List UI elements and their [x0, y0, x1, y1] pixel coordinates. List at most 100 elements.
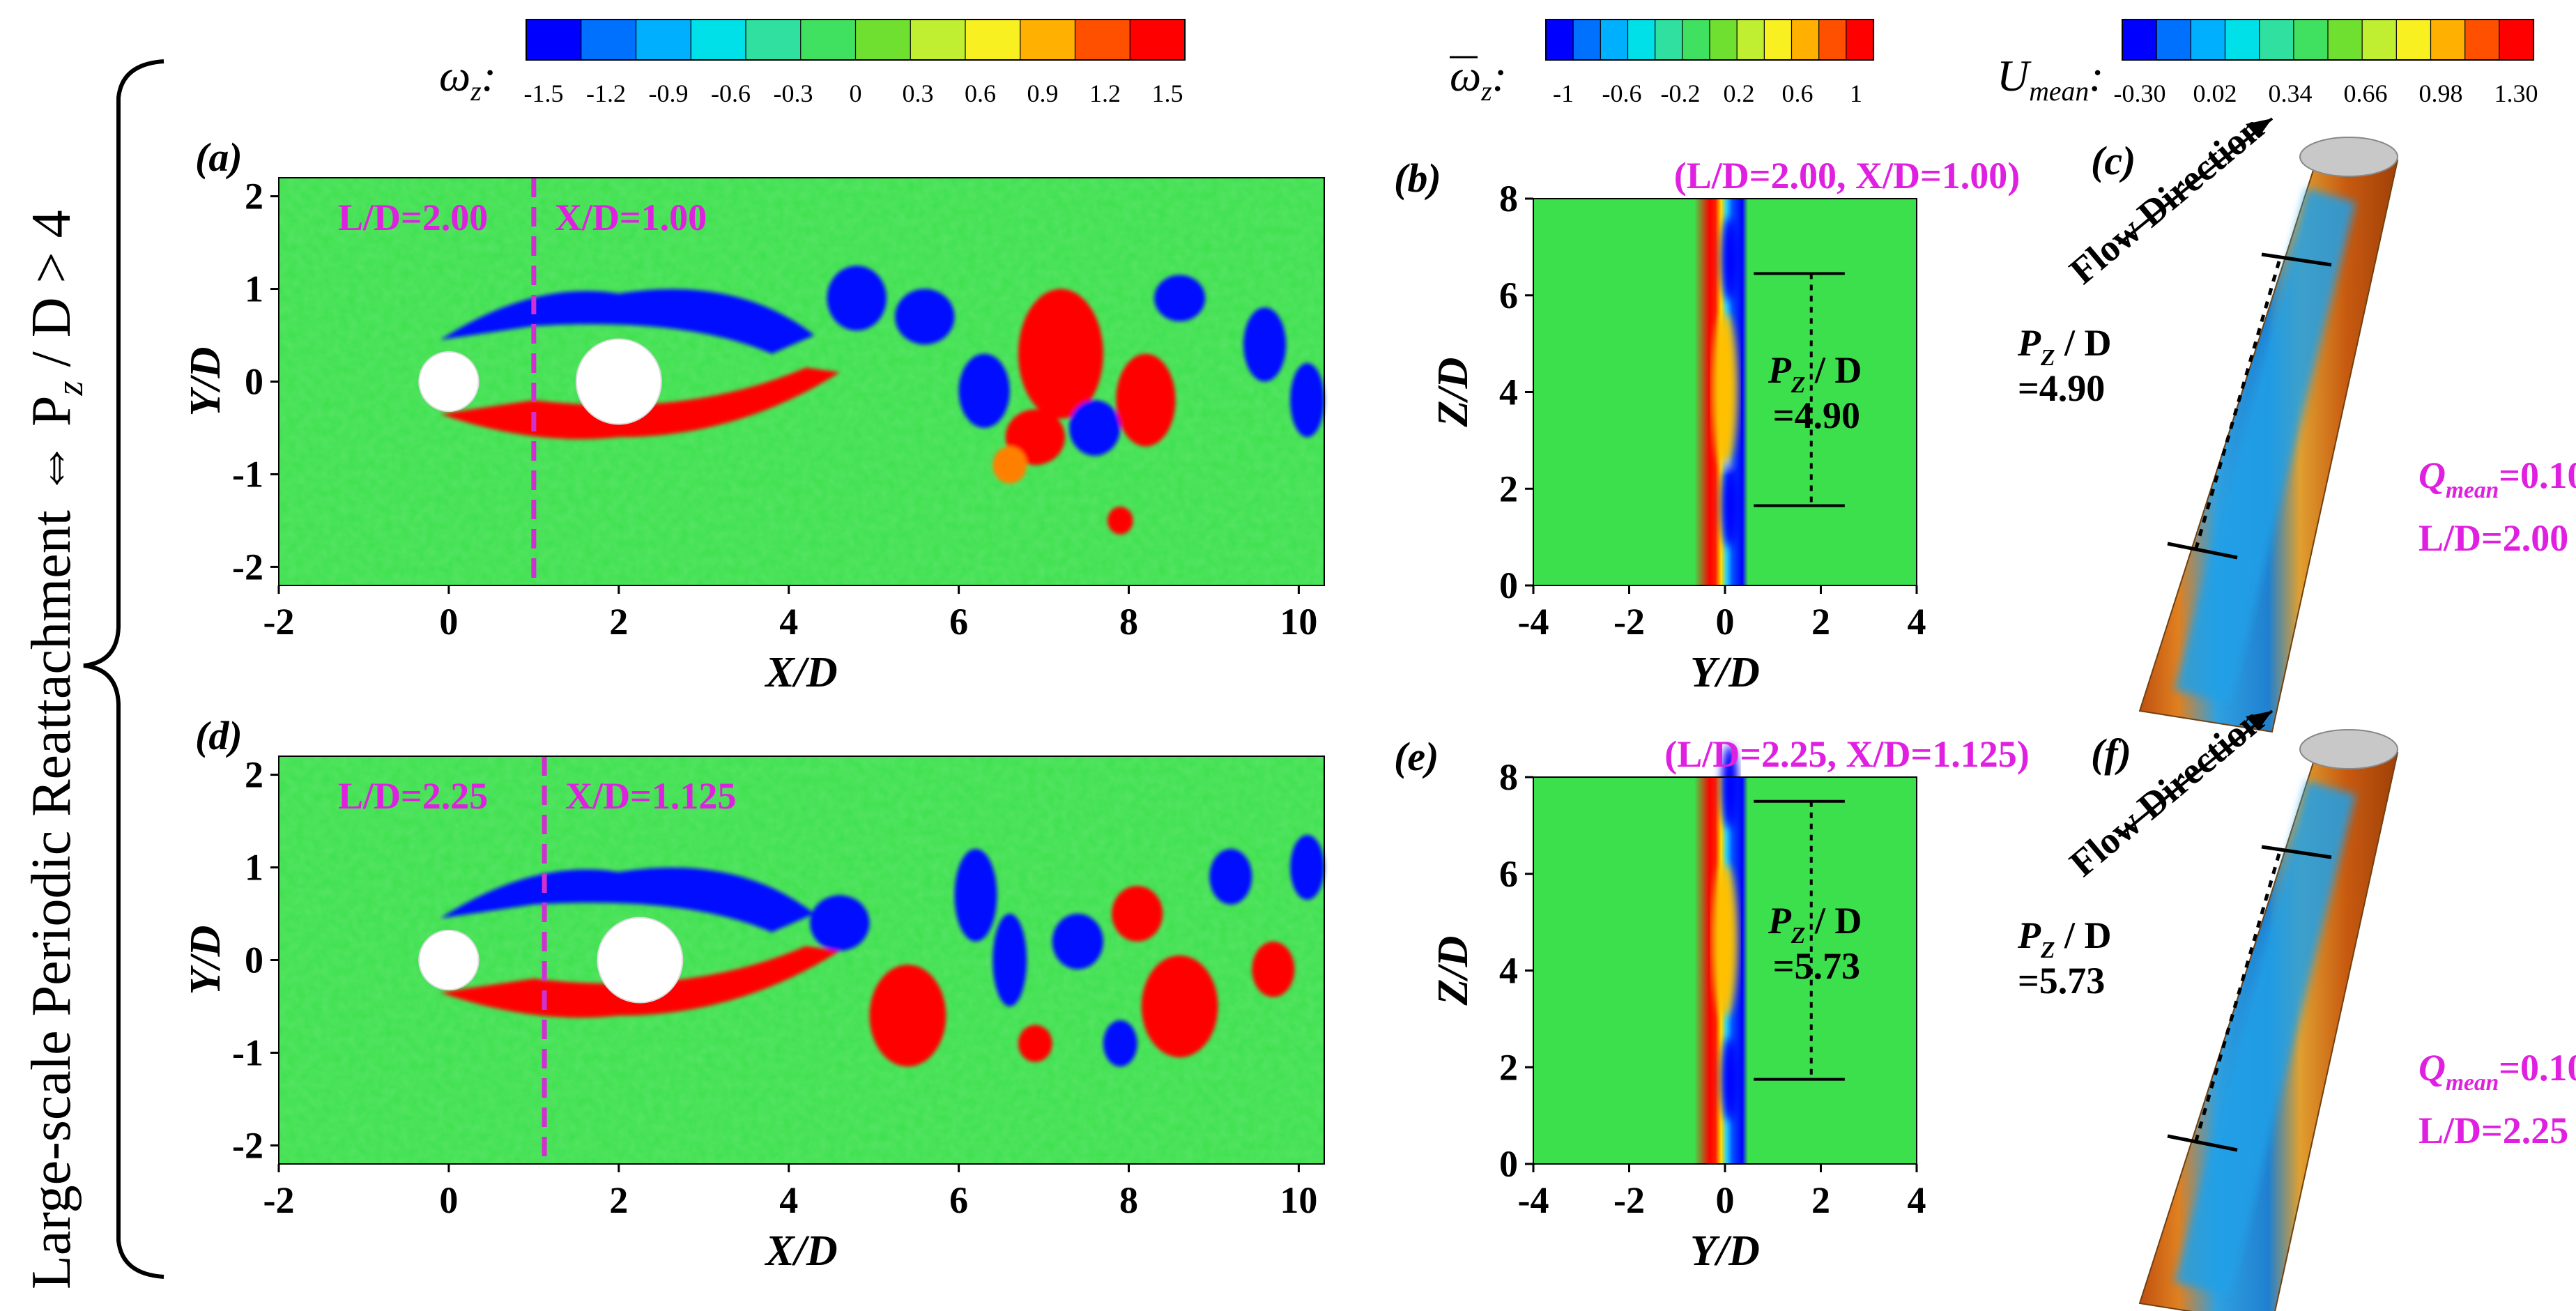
- colorbar-1: -1.5 -1.2 -0.9 -0.6 -0.3 0 0.3 0.6 0.9 1.2 1.5 ωz:: [439, 19, 1186, 107]
- span-bulges: [1712, 217, 1738, 548]
- colorbar-swatch: [910, 19, 967, 61]
- iso-details: [2175, 188, 2356, 704]
- colorbar-tick: 0.6: [965, 79, 996, 107]
- colorbar-swatch: [1600, 19, 1629, 61]
- colorbar-tick: 1.2: [1089, 79, 1121, 107]
- vortex-blob: [1018, 1025, 1052, 1062]
- wake-panel-2: -2 0 2 4 6 8 10 -2 -1 0 1 2 X/D Y/D (d) L/D=2.25 X/D=1.1…: [182, 713, 1325, 1275]
- side-bracket: [83, 59, 164, 1279]
- colorbar-swatch: [1682, 19, 1711, 61]
- colorbar-swatch: [2190, 19, 2226, 61]
- vortex-blob: [1141, 955, 1218, 1058]
- colorbar-swatch: [2259, 19, 2294, 61]
- x-tick-label: -2: [263, 1179, 295, 1221]
- colorbar-tick: -0.2: [1661, 79, 1701, 107]
- x-tick-label: 6: [949, 1179, 968, 1221]
- colorbar-tick: 0.6: [1782, 79, 1814, 107]
- vortex-structures: [440, 835, 1324, 1067]
- flow-direction-label: Flow Direction: [2062, 699, 2271, 884]
- span-panel-2: PZ / D=5.73 -4 -2 0 2 4 0 2 4 6 8 Y/D Z/D (e) (L/D=2.2…: [1394, 733, 2030, 1275]
- y-tick-label: -2: [232, 1124, 263, 1166]
- q-annotation: Qmean=0.10: [2418, 1047, 2576, 1096]
- span-bulge: [1721, 744, 1738, 829]
- xd-annotation: X/D=1.125: [565, 775, 736, 817]
- wake-panel-1: -2 0 2 4 6 8 10 -2 -1 0 1 2 X/D Y/D (a) L/D=2.00 X/D=1.0…: [182, 135, 1325, 696]
- y-axis-label: Y/D: [182, 347, 229, 417]
- y-tick-label: 8: [1499, 178, 1518, 220]
- colorbar-tick: -0.3: [774, 79, 813, 107]
- colorbar-swatch: [1818, 19, 1847, 61]
- colorbar-swatch: [2499, 19, 2535, 61]
- colorbar-swatch: [2293, 19, 2329, 61]
- colorbar-label: ωz:: [1450, 51, 1507, 107]
- vortex-blob: [869, 965, 946, 1067]
- colorbar-tick: 0.98: [2419, 79, 2463, 107]
- pz-label: PZ / D: [1768, 900, 1862, 949]
- x-tick-label: 4: [779, 601, 798, 643]
- vortex-blob: [992, 914, 1027, 1006]
- x-tick-label: 6: [949, 601, 968, 643]
- vortex-blob: [1116, 353, 1176, 447]
- span-bulges: [1712, 744, 1738, 1121]
- pz-dashed-line: [2193, 261, 2281, 551]
- y-tick-label: 2: [1499, 1046, 1518, 1088]
- vortex-blob: [1209, 848, 1252, 905]
- vortex-blob: [1018, 289, 1103, 419]
- colorbar-swatch: [2430, 19, 2466, 61]
- colorbar-swatch: [1763, 19, 1793, 61]
- x-tick-label: 10: [1280, 601, 1317, 643]
- x-tick-label: 4: [1908, 1179, 1926, 1221]
- lower-shear-layer: [440, 367, 840, 440]
- y-tick-label: 1: [245, 268, 263, 310]
- span-bulge: [1721, 463, 1738, 548]
- colorbar-tick: 0: [850, 79, 862, 107]
- x-tick-label: 8: [1119, 1179, 1138, 1221]
- x-axis-label: Y/D: [1690, 649, 1760, 696]
- vortex-blob: [810, 895, 870, 951]
- pz-value: =4.90: [2018, 367, 2105, 409]
- flow-arrow: [2117, 117, 2274, 245]
- iso-details: [2175, 781, 2356, 1296]
- xd-annotation: X/D=1.00: [555, 197, 707, 238]
- colorbar-tick: 1.30: [2494, 79, 2538, 107]
- cylinder-top: [2299, 729, 2398, 769]
- cylinder-top: [2299, 137, 2398, 177]
- colorbar-tick: -1.5: [524, 79, 564, 107]
- x-tick-label: 0: [439, 1179, 458, 1221]
- flow-arrow: [2117, 710, 2274, 838]
- vortex-blob: [1290, 362, 1324, 438]
- pz-top-line: [2261, 252, 2332, 267]
- colorbar-label: Umean:: [1997, 51, 2103, 107]
- pz-label: PZ / D: [1768, 349, 1862, 398]
- vortex-blob: [992, 446, 1027, 484]
- x-tick-label: 4: [779, 1179, 798, 1221]
- y-tick-label: 2: [245, 176, 263, 217]
- panel-label: (f): [2091, 730, 2131, 776]
- colorbar-swatch: [1129, 19, 1186, 61]
- x-tick-label: 2: [609, 601, 628, 643]
- x-tick-label: 2: [1811, 1179, 1830, 1221]
- colorbar-swatch: [1020, 19, 1076, 61]
- colorbar-swatch: [2395, 19, 2432, 61]
- y-tick-label: 6: [1499, 853, 1518, 895]
- vortex-blob: [1112, 886, 1163, 942]
- side-label: Large-scale Periodic Reattachment ⇔ Pz /…: [21, 210, 91, 1289]
- colorbar-swatch: [1627, 19, 1656, 61]
- y-tick-label: -1: [232, 453, 263, 495]
- vortex-blob: [1243, 307, 1287, 382]
- colorbar-tick: -1: [1553, 79, 1574, 107]
- panel-title: (L/D=2.25, X/D=1.125): [1664, 733, 2030, 775]
- vortex-blob: [958, 353, 1010, 428]
- span-bulge: [1712, 864, 1738, 1018]
- colorbar-swatch: [1791, 19, 1820, 61]
- q-annotation: Qmean=0.10: [2418, 454, 2576, 503]
- colorbar-tick: 0.02: [2193, 79, 2237, 107]
- lower-shear-layer: [440, 946, 840, 1018]
- y-tick-label: 0: [245, 361, 263, 403]
- flow-direction-label: Flow Direction: [2062, 107, 2271, 292]
- colorbar-tick: -0.9: [649, 79, 689, 107]
- x-axis-label: Y/D: [1690, 1227, 1760, 1275]
- colorbar-tick: -0.6: [711, 79, 751, 107]
